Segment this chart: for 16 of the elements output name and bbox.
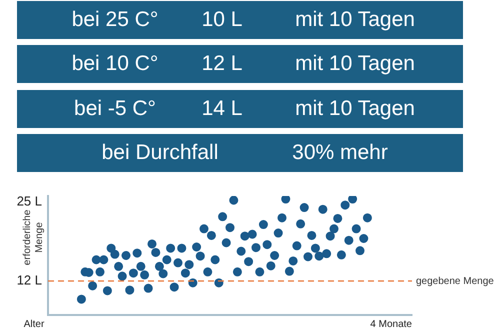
text: bei Durchfall [102, 141, 218, 165]
text: 10 L [202, 8, 242, 32]
text: bei 25 C° [72, 8, 158, 32]
text: mit 10 Tagen [295, 52, 415, 76]
text: 30% mehr [292, 141, 388, 165]
x-axis-title: Alter [24, 318, 45, 330]
text: 12 L [202, 52, 242, 76]
text: 14 L [202, 97, 242, 121]
ref-line-label: gegebene Menge [416, 276, 494, 287]
y-tick-label: 25 L [16, 194, 42, 209]
text: mit 10 Tagen [295, 8, 415, 32]
text: mit 10 Tagen [295, 97, 415, 121]
text: bei -5 C° [74, 97, 156, 121]
y-axis-title: erforderliche Menge [22, 209, 45, 266]
text: bei 10 C° [72, 52, 158, 76]
text: 4 Monate [370, 318, 412, 330]
